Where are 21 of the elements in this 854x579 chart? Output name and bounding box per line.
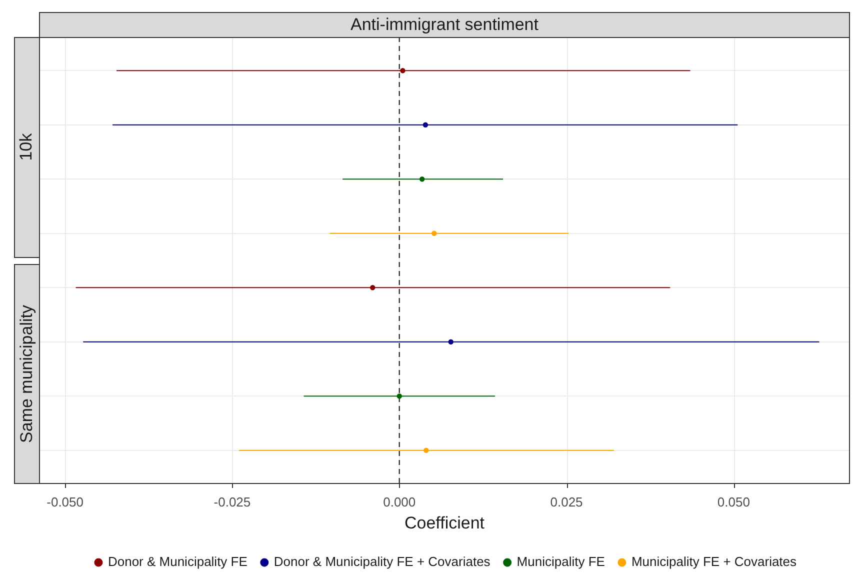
legend-label: Municipality FE + Covariates xyxy=(631,554,798,570)
point xyxy=(400,68,406,74)
x-tick-label: -0.050 xyxy=(46,494,84,510)
legend-label: Municipality FE xyxy=(516,554,606,570)
text: 10k xyxy=(17,134,37,161)
point xyxy=(422,122,428,128)
text: Same municipality xyxy=(17,304,37,443)
x-tick-label: 0.000 xyxy=(383,494,416,510)
legend-label: Donor & Municipality FE xyxy=(108,554,248,570)
point xyxy=(424,448,429,453)
x-axis-title: Coefficient xyxy=(404,513,485,532)
point xyxy=(432,230,437,236)
x-tick-label: 0.050 xyxy=(717,494,750,510)
point xyxy=(420,176,425,182)
legend-label: Donor & Municipality FE + Covariates xyxy=(274,554,491,570)
x-tick-label: 0.025 xyxy=(550,494,583,510)
point xyxy=(370,285,376,290)
point xyxy=(396,394,402,399)
x-tick-label: -0.025 xyxy=(214,494,251,510)
chart-title: Anti-immigrant sentiment xyxy=(39,12,850,38)
point xyxy=(448,339,454,344)
